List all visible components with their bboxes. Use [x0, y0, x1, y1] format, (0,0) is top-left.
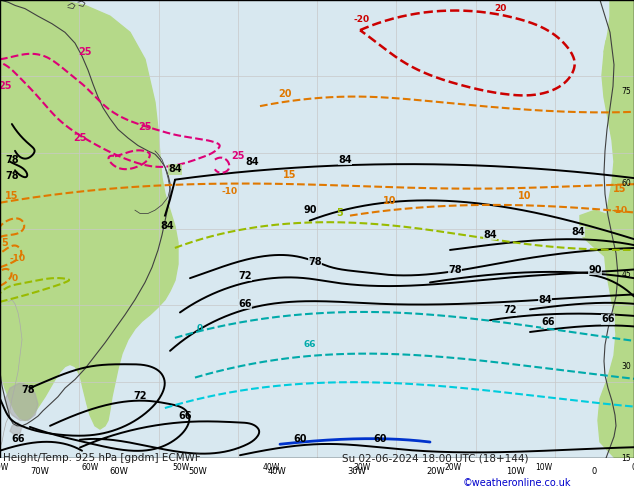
Text: 70W: 70W	[30, 467, 49, 476]
Text: 60W: 60W	[110, 467, 128, 476]
Text: 20W: 20W	[427, 467, 445, 476]
Text: 66: 66	[601, 314, 615, 324]
Polygon shape	[604, 27, 634, 70]
Text: 90: 90	[303, 205, 317, 215]
Text: 20: 20	[494, 4, 506, 13]
Text: 66: 66	[304, 341, 316, 349]
Text: 66: 66	[11, 434, 25, 444]
Text: 70W: 70W	[0, 463, 9, 472]
Text: 0: 0	[12, 273, 18, 283]
Text: -10: -10	[612, 206, 628, 215]
Polygon shape	[60, 3, 68, 10]
Text: 45: 45	[621, 270, 631, 279]
Text: 50W: 50W	[172, 463, 190, 472]
Polygon shape	[598, 0, 634, 458]
Text: 25: 25	[0, 81, 12, 91]
Text: 25: 25	[74, 133, 87, 143]
Text: 60: 60	[373, 434, 387, 444]
Text: 72: 72	[503, 305, 517, 316]
Text: 5: 5	[337, 208, 344, 219]
Text: 78: 78	[21, 385, 35, 395]
Text: 0: 0	[592, 467, 597, 476]
Polygon shape	[10, 422, 22, 435]
Text: 30W: 30W	[354, 463, 371, 472]
Text: 25: 25	[78, 47, 92, 57]
Text: 30W: 30W	[347, 467, 366, 476]
Text: -10: -10	[222, 187, 238, 196]
Text: 40W: 40W	[263, 463, 280, 472]
Text: 10W: 10W	[506, 467, 524, 476]
Text: 15: 15	[5, 191, 19, 201]
Text: 10W: 10W	[535, 463, 552, 472]
Text: -10: -10	[10, 254, 26, 263]
Text: 60: 60	[294, 434, 307, 444]
Text: 20: 20	[278, 89, 292, 99]
Text: 5: 5	[2, 238, 8, 247]
Text: 66: 66	[541, 318, 555, 327]
Text: 78: 78	[5, 171, 19, 181]
Text: Su 02-06-2024 18:00 UTC (18+144): Su 02-06-2024 18:00 UTC (18+144)	[342, 453, 529, 463]
Polygon shape	[580, 210, 620, 259]
Text: ©weatheronline.co.uk: ©weatheronline.co.uk	[463, 478, 571, 488]
Text: 84: 84	[245, 157, 259, 167]
Text: 78: 78	[448, 265, 462, 274]
Text: 60W: 60W	[82, 463, 99, 472]
Text: 72: 72	[133, 391, 146, 401]
Text: 15: 15	[621, 454, 631, 463]
Text: 84: 84	[571, 227, 585, 237]
Text: 0: 0	[631, 463, 634, 472]
Text: 15: 15	[283, 170, 297, 180]
Text: 50W: 50W	[189, 467, 207, 476]
Text: 84: 84	[338, 154, 352, 165]
Text: 84: 84	[538, 294, 552, 305]
Text: 90: 90	[588, 265, 602, 274]
Text: 60: 60	[621, 179, 631, 188]
Text: 0: 0	[197, 324, 203, 333]
Text: 84: 84	[160, 221, 174, 231]
Text: 15: 15	[613, 184, 627, 194]
Text: 84: 84	[483, 230, 497, 240]
Text: 20W: 20W	[444, 463, 462, 472]
Text: 10: 10	[383, 196, 397, 205]
Text: 66: 66	[238, 299, 252, 309]
Text: 72: 72	[238, 271, 252, 281]
Text: Height/Temp. 925 hPa [gpdm] ECMWF: Height/Temp. 925 hPa [gpdm] ECMWF	[3, 453, 201, 463]
Polygon shape	[0, 0, 178, 429]
Text: 78: 78	[308, 257, 322, 267]
Text: 84: 84	[168, 164, 182, 174]
Text: 25: 25	[138, 122, 152, 132]
Text: 66: 66	[178, 411, 191, 421]
Text: 75: 75	[621, 87, 631, 96]
Text: 78: 78	[5, 154, 19, 165]
Text: -20: -20	[354, 15, 370, 24]
Text: 40W: 40W	[268, 467, 287, 476]
Text: 10: 10	[518, 191, 532, 201]
Text: 30: 30	[621, 362, 631, 371]
Polygon shape	[5, 383, 38, 420]
Text: 25: 25	[231, 151, 245, 161]
